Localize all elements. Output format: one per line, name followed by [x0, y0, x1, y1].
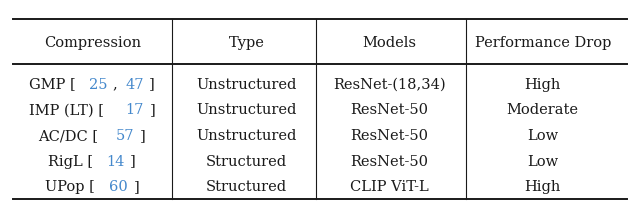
Text: ,: , — [113, 77, 123, 92]
Text: Low: Low — [527, 129, 558, 143]
Text: Low: Low — [527, 155, 558, 169]
Text: Unstructured: Unstructured — [196, 77, 296, 92]
Text: Compression: Compression — [44, 36, 141, 50]
Text: 25: 25 — [90, 77, 108, 92]
Text: ResNet-50: ResNet-50 — [350, 155, 428, 169]
Text: ResNet-50: ResNet-50 — [350, 129, 428, 143]
Text: ]: ] — [140, 129, 145, 143]
Text: GMP [: GMP [ — [29, 77, 76, 92]
Text: ]: ] — [149, 103, 155, 117]
Text: Moderate: Moderate — [507, 103, 579, 117]
Text: 57: 57 — [116, 129, 134, 143]
Text: Structured: Structured — [206, 155, 287, 169]
Text: Performance Drop: Performance Drop — [474, 36, 611, 50]
Text: Models: Models — [362, 36, 416, 50]
Text: ResNet-(18,34): ResNet-(18,34) — [333, 77, 445, 92]
Text: High: High — [525, 77, 561, 92]
Text: 60: 60 — [109, 180, 128, 194]
Text: Type: Type — [228, 36, 264, 50]
Text: IMP (LT) [: IMP (LT) [ — [29, 103, 104, 117]
Text: Structured: Structured — [206, 180, 287, 194]
Text: UPop [: UPop [ — [45, 180, 95, 194]
Text: 47: 47 — [125, 77, 144, 92]
Text: ResNet-50: ResNet-50 — [350, 103, 428, 117]
Text: ]: ] — [130, 155, 136, 169]
Text: Unstructured: Unstructured — [196, 129, 296, 143]
Text: ]: ] — [149, 77, 155, 92]
Text: 17: 17 — [125, 103, 144, 117]
Text: CLIP ViT-L: CLIP ViT-L — [349, 180, 429, 194]
Text: RigL [: RigL [ — [48, 155, 93, 169]
Text: High: High — [525, 180, 561, 194]
Text: AC/DC [: AC/DC [ — [38, 129, 99, 143]
Text: ]: ] — [133, 180, 139, 194]
Text: Unstructured: Unstructured — [196, 103, 296, 117]
Text: 14: 14 — [106, 155, 125, 169]
